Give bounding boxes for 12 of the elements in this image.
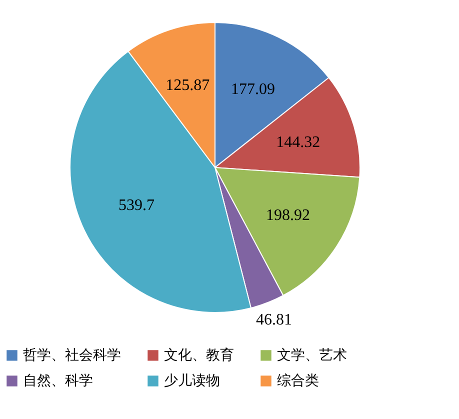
legend-label: 少儿读物 <box>164 373 220 389</box>
legend-label: 自然、科学 <box>23 373 93 389</box>
legend-label: 文学、艺术 <box>277 347 347 364</box>
data-label: 198.92 <box>266 206 310 224</box>
data-label: 144.32 <box>276 134 320 151</box>
legend-label: 哲学、社会科学 <box>23 347 121 364</box>
legend-label: 综合类 <box>277 373 319 389</box>
data-label: 46.81 <box>256 311 292 328</box>
data-label: 177.09 <box>230 81 275 98</box>
data-label: 539.7 <box>118 197 155 214</box>
legend-label: 文化、教育 <box>164 346 234 364</box>
data-label: 125.87 <box>166 76 210 94</box>
